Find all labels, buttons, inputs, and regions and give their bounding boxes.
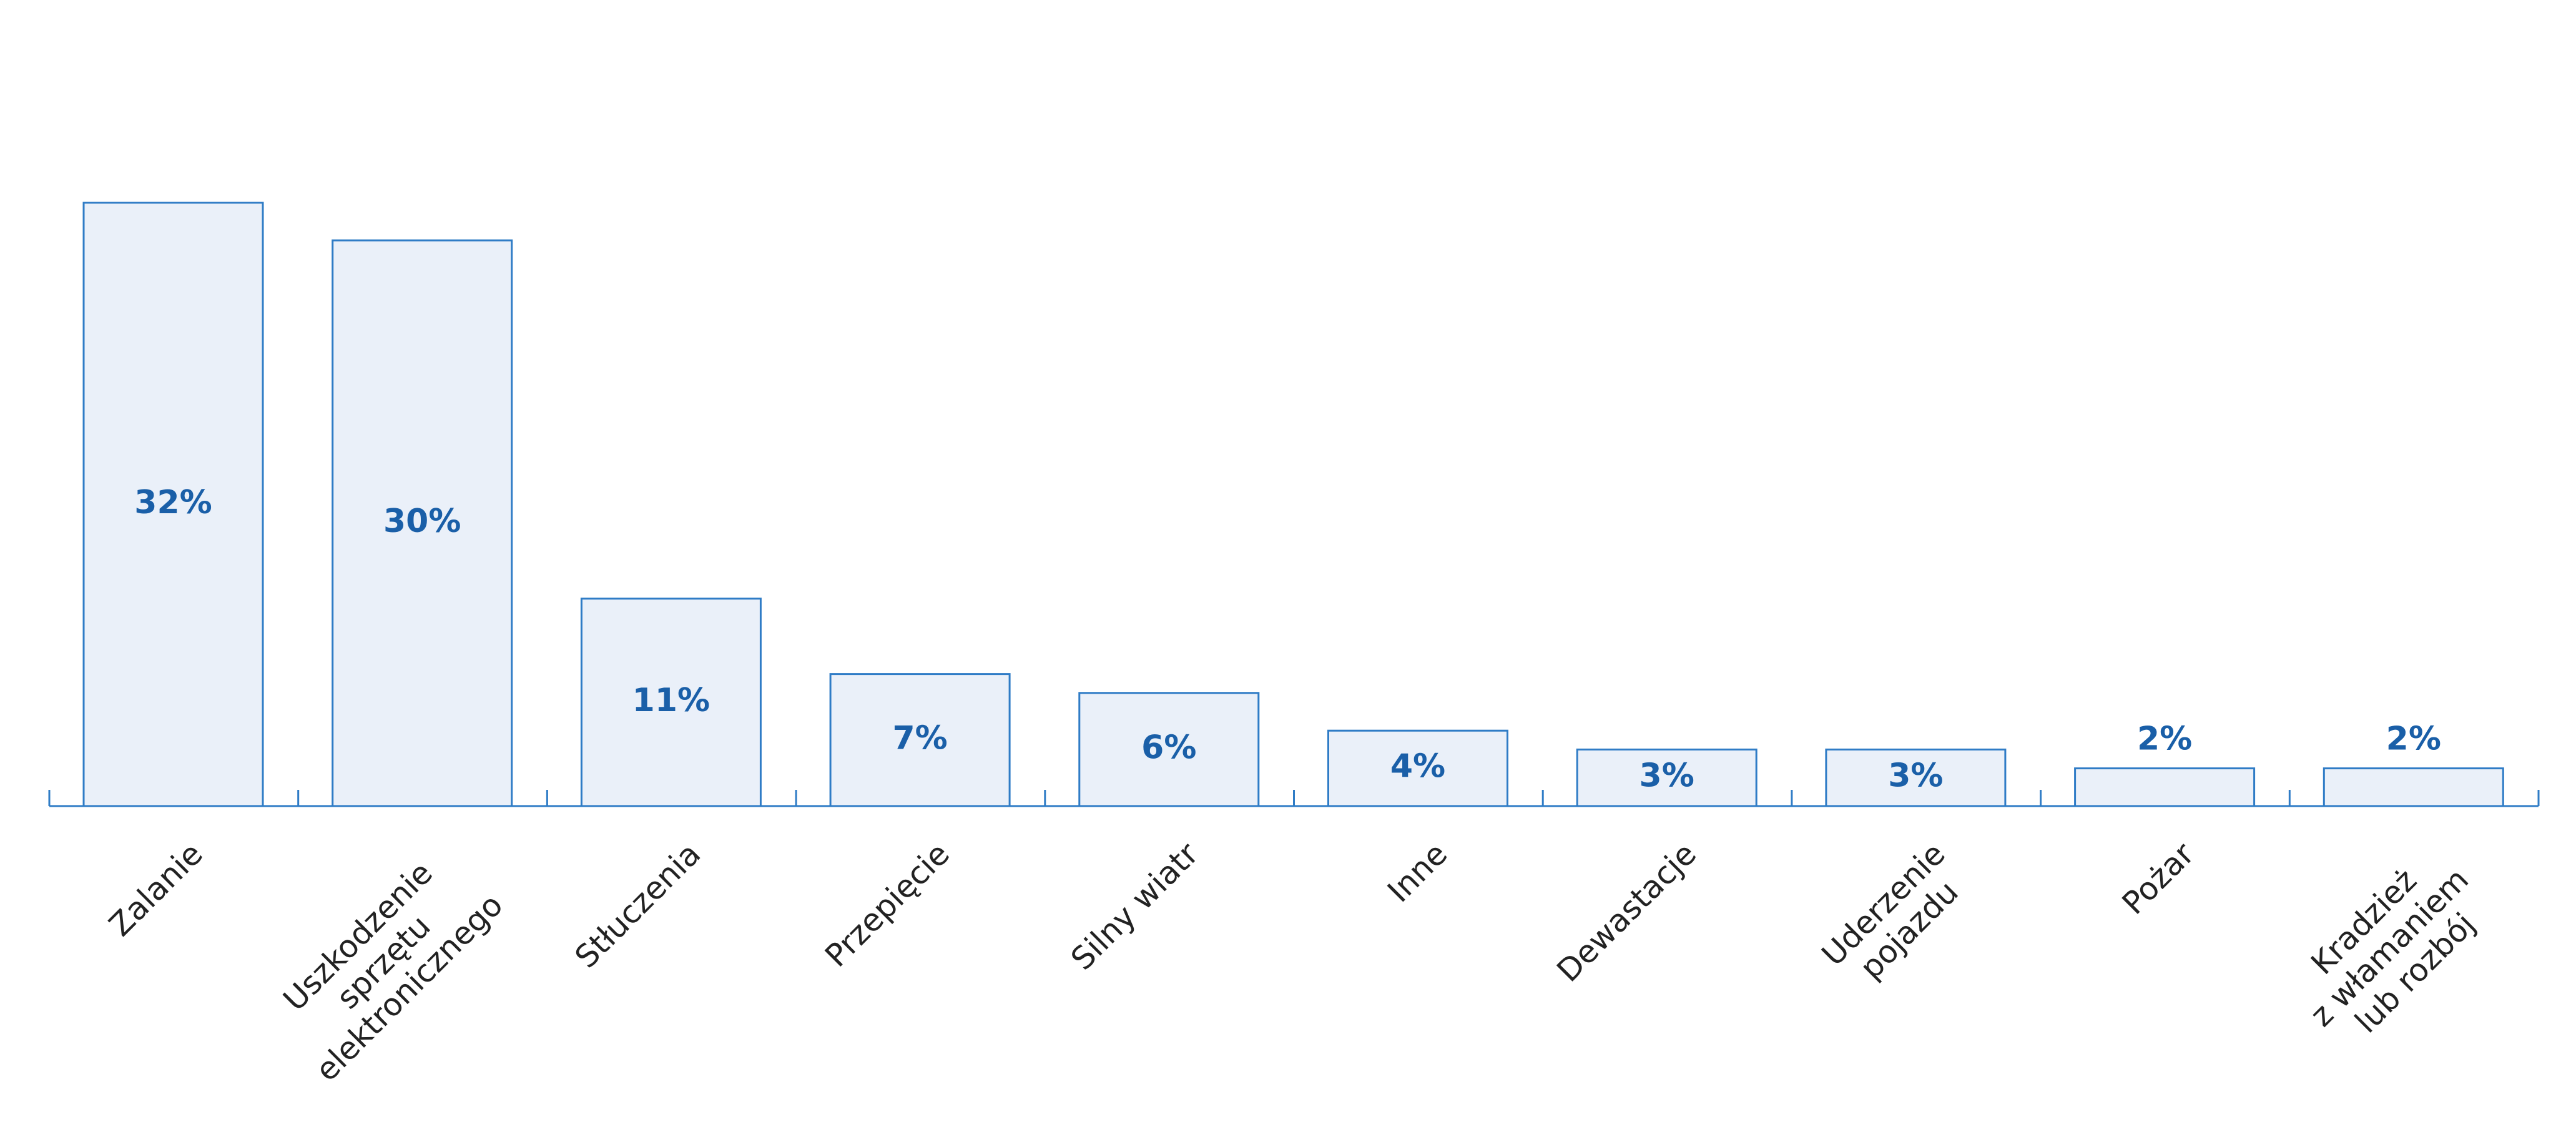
- x-tick-label: Silny wiatr: [1064, 835, 1206, 977]
- bar: [2074, 767, 2256, 807]
- value-label: 2%: [2137, 721, 2192, 758]
- bar: [2323, 767, 2504, 807]
- x-tick-label: Dewastacje: [1550, 835, 1703, 989]
- value-label: 7%: [892, 719, 947, 757]
- x-tick-label-group: Silny wiatr: [1064, 835, 1206, 977]
- bar: [1825, 748, 2007, 807]
- x-tick-label: Zalanie: [102, 835, 209, 943]
- value-label: 3%: [1639, 757, 1694, 795]
- x-tick-label-line: Dewastacje: [1550, 835, 1703, 989]
- bar: [332, 239, 513, 807]
- x-tick-label-line: Stłuczenia: [568, 835, 707, 975]
- x-tick-label-line: Zalanie: [102, 835, 209, 943]
- x-tick-label: Przepięcie: [818, 835, 956, 974]
- bar: [82, 202, 264, 807]
- x-tick-label-line: Silny wiatr: [1064, 835, 1206, 977]
- x-tick-label-group: Uderzeniepojazdu: [1815, 835, 1978, 998]
- x-tick-label: Inne: [1380, 835, 1454, 909]
- x-tick-label-group: Uszkodzeniesprzętuelektronicznego: [257, 835, 510, 1088]
- x-tick-label: Kradzieżz włamaniemlub rozbój: [2278, 835, 2501, 1059]
- value-label: 2%: [2386, 721, 2441, 758]
- x-tick-label-line: Pożar: [2115, 835, 2201, 922]
- x-tick-label-group: Stłuczenia: [568, 835, 707, 975]
- value-label: 4%: [1390, 748, 1445, 785]
- x-tick-label-line: Przepięcie: [818, 835, 956, 974]
- x-tick-label-group: Zalanie: [102, 835, 209, 943]
- x-tick-label-group: Dewastacje: [1550, 835, 1703, 989]
- x-tick-label-group: Inne: [1380, 835, 1454, 909]
- bar: [1078, 692, 1260, 807]
- x-tick-label: Uderzeniepojazdu: [1815, 835, 1978, 998]
- x-tick-label: Stłuczenia: [568, 835, 707, 975]
- value-label: 3%: [1888, 757, 1943, 795]
- x-tick-label-group: Przepięcie: [818, 835, 956, 974]
- value-label: 30%: [383, 503, 461, 540]
- bar: [1327, 729, 1508, 807]
- x-tick-label-group: Pożar: [2115, 835, 2201, 922]
- bar: [580, 598, 762, 807]
- value-label: 6%: [1141, 729, 1196, 766]
- x-tick-label-group: Kradzieżz włamaniemlub rozbój: [2278, 835, 2501, 1059]
- value-label: 32%: [134, 484, 212, 521]
- bar: [829, 673, 1011, 807]
- value-label: 11%: [632, 682, 710, 719]
- bar: [1576, 748, 1757, 807]
- x-tick-label: Uszkodzeniesprzętuelektronicznego: [257, 835, 510, 1088]
- x-tick-label: Pożar: [2115, 835, 2201, 922]
- x-tick-label-line: Inne: [1380, 835, 1454, 909]
